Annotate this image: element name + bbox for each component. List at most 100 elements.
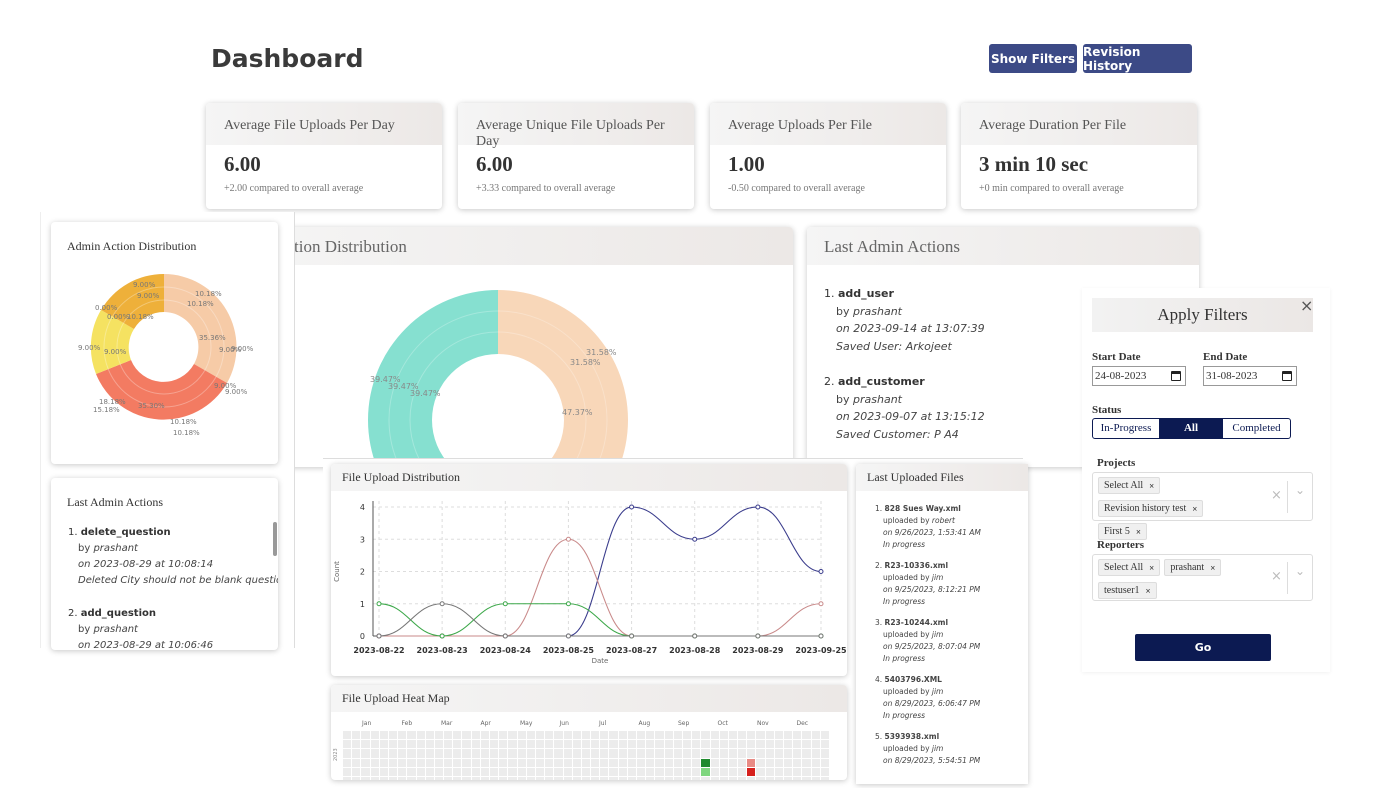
heat-map-cell[interactable]	[701, 776, 710, 780]
heat-map-cell[interactable]	[581, 749, 591, 758]
heat-map-cell[interactable]	[756, 749, 765, 758]
heat-map-cell[interactable]	[490, 749, 499, 758]
heat-map-cell[interactable]	[710, 776, 719, 780]
reporters-multiselect[interactable]: Select All × prashant × testuser1 × × ⌄	[1092, 554, 1313, 601]
heat-map-cell[interactable]	[627, 731, 636, 740]
heat-map-cell[interactable]	[352, 731, 361, 740]
heat-map-cell[interactable]	[802, 740, 811, 749]
heat-map-cell[interactable]	[682, 767, 692, 776]
heat-map-cell[interactable]	[646, 758, 655, 767]
heat-map-cell[interactable]	[572, 767, 581, 776]
heat-map-cell[interactable]	[379, 731, 388, 740]
heat-map-cell[interactable]	[811, 776, 820, 780]
heat-map-cell[interactable]	[462, 767, 471, 776]
heat-map-cell[interactable]	[820, 749, 829, 758]
heat-map-cell[interactable]	[600, 758, 609, 767]
heat-map-cell[interactable]	[444, 776, 453, 780]
heat-map-cell[interactable]	[545, 731, 554, 740]
heat-map-cell[interactable]	[407, 776, 416, 780]
heat-map-cell[interactable]	[664, 767, 673, 776]
heat-map-cell[interactable]	[361, 740, 370, 749]
chip-remove-icon[interactable]: ×	[1210, 562, 1216, 573]
clear-icon[interactable]: ×	[1271, 488, 1282, 503]
heat-map-cell[interactable]	[490, 758, 499, 767]
heat-map-cell[interactable]	[407, 749, 416, 758]
heat-map-cell[interactable]	[343, 749, 352, 758]
heat-map-cell[interactable]	[425, 776, 434, 780]
heat-map-cell[interactable]	[802, 758, 811, 767]
heat-map-cell[interactable]	[499, 767, 508, 776]
chip-remove-icon[interactable]: ×	[1145, 585, 1151, 596]
heat-map-cell[interactable]	[784, 776, 793, 780]
heat-map-cell[interactable]	[710, 740, 719, 749]
heat-map-cell[interactable]	[398, 767, 407, 776]
heat-map-cell[interactable]	[361, 767, 370, 776]
heat-map-cell[interactable]	[664, 749, 673, 758]
heat-map-cell[interactable]	[572, 776, 581, 780]
heat-map-cell[interactable]	[756, 776, 765, 780]
show-filters-button[interactable]: Show Filters	[989, 44, 1077, 73]
close-icon[interactable]: ×	[1300, 296, 1314, 315]
heat-map-cell[interactable]	[379, 740, 388, 749]
revision-history-button[interactable]: Revision History	[1083, 44, 1192, 73]
heat-map-cell[interactable]	[710, 758, 719, 767]
heat-map-cell[interactable]	[453, 749, 462, 758]
chip-remove-icon[interactable]: ×	[1149, 480, 1155, 491]
heat-map-cell[interactable]	[581, 776, 591, 780]
heat-map-cell[interactable]	[738, 740, 747, 749]
heat-map-cell[interactable]	[765, 776, 774, 780]
heat-map-cell[interactable]	[480, 776, 489, 780]
heat-map-cell[interactable]	[407, 758, 416, 767]
heat-map-cell[interactable]	[756, 740, 765, 749]
heat-map-cell[interactable]	[747, 776, 756, 780]
heat-map-cell[interactable]	[517, 776, 526, 780]
heat-map-cell[interactable]	[572, 758, 581, 767]
heat-map-cell[interactable]	[756, 731, 765, 740]
chip-remove-icon[interactable]: ×	[1192, 503, 1198, 514]
heat-map-cell[interactable]	[820, 740, 829, 749]
heat-map-cell[interactable]	[572, 731, 581, 740]
heat-map-cell[interactable]	[747, 749, 756, 758]
heat-map-cell[interactable]	[664, 776, 673, 780]
heat-map-cell[interactable]	[738, 776, 747, 780]
heat-map-cell[interactable]	[563, 776, 572, 780]
heat-map-cell[interactable]	[508, 767, 517, 776]
heat-map-cell[interactable]	[820, 731, 829, 740]
heat-map-cell[interactable]	[591, 740, 600, 749]
heat-map-cell[interactable]	[618, 740, 627, 749]
heat-map-cell[interactable]	[710, 731, 719, 740]
heat-map-cell[interactable]	[655, 749, 664, 758]
heat-map-cell[interactable]	[554, 776, 563, 780]
heat-map-cell[interactable]	[591, 731, 600, 740]
heat-map-cell[interactable]	[545, 758, 554, 767]
heat-map-cell[interactable]	[600, 731, 609, 740]
heat-map-cell[interactable]	[673, 758, 682, 767]
heat-map-cell[interactable]	[581, 740, 591, 749]
heat-map-cell[interactable]	[444, 740, 453, 749]
heat-map-cell[interactable]	[370, 767, 379, 776]
heat-map-cell[interactable]	[554, 767, 563, 776]
heat-map-cell[interactable]	[526, 776, 535, 780]
heat-map-cell[interactable]	[434, 758, 444, 767]
heat-map-cell[interactable]	[774, 767, 783, 776]
heat-map-cell[interactable]	[820, 776, 829, 780]
heat-map-cell[interactable]	[710, 749, 719, 758]
heat-map-cell[interactable]	[352, 749, 361, 758]
heat-map-cell[interactable]	[343, 767, 352, 776]
heat-map-cell[interactable]	[664, 758, 673, 767]
heat-map-cell[interactable]	[370, 758, 379, 767]
heat-map-cell[interactable]	[554, 740, 563, 749]
heat-map-cell[interactable]	[618, 758, 627, 767]
heat-map-cell[interactable]	[517, 740, 526, 749]
heat-map-cell[interactable]	[793, 749, 802, 758]
heat-map-cell[interactable]	[517, 749, 526, 758]
heat-map-cell[interactable]	[563, 731, 572, 740]
heat-map-cell[interactable]	[434, 749, 444, 758]
heat-map-cell[interactable]	[398, 740, 407, 749]
heat-map-cell[interactable]	[747, 740, 756, 749]
heat-map-cell[interactable]	[471, 767, 480, 776]
heat-map-cell[interactable]	[802, 749, 811, 758]
heat-map-cell[interactable]	[398, 776, 407, 780]
heat-map-cell[interactable]	[581, 758, 591, 767]
heat-map-cell[interactable]	[646, 740, 655, 749]
